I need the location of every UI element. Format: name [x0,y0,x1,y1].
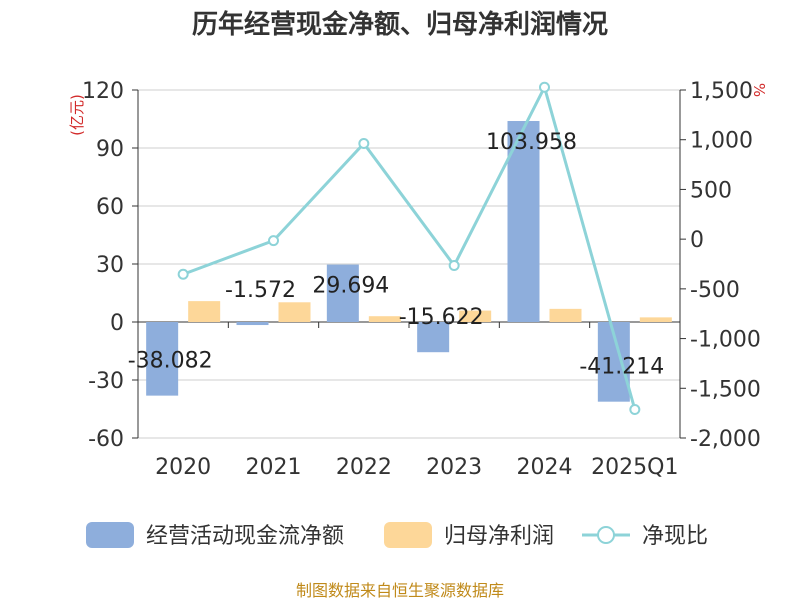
right-tick-label: -1,500 [690,377,761,402]
cash-flow-label: -1.572 [225,278,296,303]
legend-label-cash: 经营活动现金流净额 [146,524,344,549]
cash-flow-label: -41.214 [579,355,664,380]
left-tick-label: 0 [110,311,124,336]
left-tick-label: -60 [88,427,124,452]
right-tick-label: 1,000 [690,129,753,154]
source-note: 制图数据来自恒生聚源数据库 [296,581,504,600]
net-cash-ratio-point [539,81,550,93]
net-cash-ratio-line [182,83,637,410]
left-axis-unit: (亿元) [68,94,86,136]
net-profit-bar [459,310,492,322]
net-cash-ratio-point [177,268,189,280]
left-tick-label: 120 [82,79,124,104]
cash-flow-label: 103.958 [486,130,577,155]
net-profit-bar [368,316,401,322]
x-tick-label: 2020 [155,455,211,480]
cash-flow-bar [507,121,540,323]
x-tick-label: 2022 [336,455,392,480]
legend-label-ratio: 净现比 [642,524,708,549]
net-cash-ratio-point [448,259,460,271]
legend-swatch-cash [86,522,134,548]
data-labels: -38.082 -1.572 29.694 -15.622 103.958 -41.214 [128,130,665,380]
right-tick-label: -500 [690,278,740,303]
right-tick-label: -2,000 [690,427,761,452]
chart-title: 历年经营现金净额、归母净利润情况 [192,9,608,40]
right-tick-label: -1,000 [690,328,761,353]
legend-swatch-ratio-marker [597,526,615,544]
left-tick-label: 90 [96,137,124,162]
cash-flow-label: -15.622 [399,305,484,330]
net-profit-bar [549,308,582,322]
net-cash-ratio-point [358,137,370,149]
net-cash-ratio-point [268,235,279,247]
cash-flow-bar [417,322,450,353]
left-tick-label: -30 [88,369,124,394]
left-tick-label: 60 [96,195,124,220]
x-tick-label: 2023 [426,455,482,480]
net-profit-bar [188,301,221,322]
cash-flow-label: 29.694 [312,274,389,299]
left-tick-label: 30 [96,253,124,278]
legend-swatch-profit [384,522,432,548]
cash-flow-bar [326,264,359,322]
right-tick-label: 0 [690,228,704,253]
x-tick-label: 2021 [246,455,302,480]
axes: 120 90 60 30 0 -30 -60 1,500 1,000 500 0 -500 -1,000… [82,79,761,480]
net-profit-bar [278,302,311,322]
right-tick-label: 500 [690,178,732,203]
right-tick-label: 1,500 [690,79,753,104]
bars [146,121,672,402]
cash-flow-bar [236,322,269,326]
x-tick-label: 2025Q1 [591,455,678,480]
cash-flow-bar [146,322,179,396]
cash-flow-label: -38.082 [128,349,213,374]
right-axis-unit: % [750,83,768,97]
net-profit-bar [639,317,672,322]
line-series [177,81,641,415]
x-tick-label: 2024 [517,455,573,480]
legend-label-profit: 归母净利润 [444,524,554,549]
net-cash-ratio-point [629,403,641,415]
legend: 经营活动现金流净额 归母净利润 净现比 [86,522,708,549]
